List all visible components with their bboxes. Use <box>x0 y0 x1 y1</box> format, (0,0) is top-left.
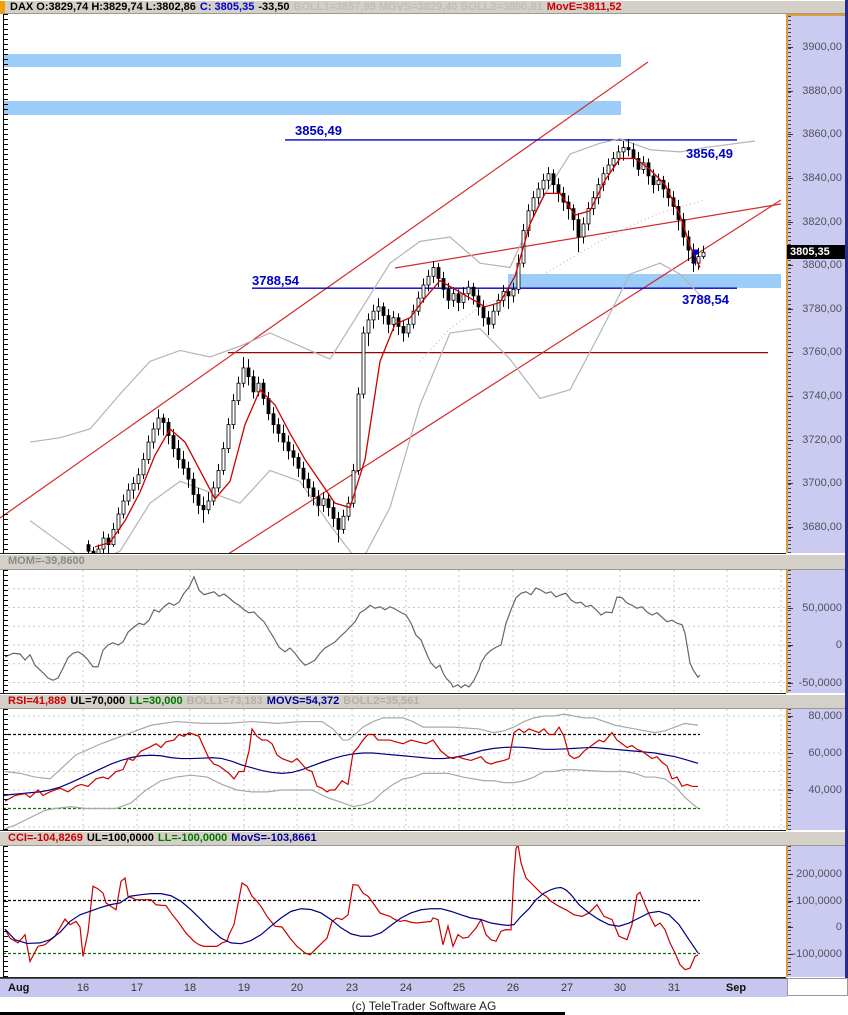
axis-tick-mark <box>788 439 793 441</box>
cci-left-ticks <box>3 846 8 977</box>
axis-tick-mark <box>788 953 793 955</box>
price-level-label: 3788,54 <box>252 273 299 288</box>
time-axis-label: 20 <box>290 982 304 994</box>
main-left-ticks <box>3 14 8 553</box>
time-axis-label: Sep <box>725 982 747 994</box>
axis-tick-label: -100,0000 <box>792 947 842 960</box>
window-right-border <box>845 0 848 978</box>
axis-tick-label: 3880,00 <box>802 84 842 97</box>
axis-tick-label: 0 <box>835 639 842 651</box>
price-level-label: 3856,49 <box>295 123 342 138</box>
scrollbar-corner <box>787 978 848 996</box>
axis-tick-mark <box>788 265 793 267</box>
time-axis-label: 27 <box>560 982 574 994</box>
time-axis-label: 16 <box>76 982 90 994</box>
rsi-indicator-panel[interactable] <box>0 709 786 831</box>
axis-tick-mark <box>788 352 793 354</box>
axis-tick-mark <box>788 308 793 310</box>
time-axis-label: 17 <box>130 982 144 994</box>
axis-tick-mark <box>788 900 793 902</box>
rsi-left-ticks <box>3 709 8 830</box>
axis-tick-label: 0 <box>835 921 842 933</box>
cci-indicator-header: CCI=-104,8269 UL=100,0000 LL=-100,0000 MovS… <box>0 831 848 846</box>
axis-tick-mark <box>788 607 793 609</box>
cci-indicator-panel[interactable] <box>0 846 786 978</box>
axis-tick-label: 80,000 <box>808 710 842 722</box>
axis-tick-label: 3820,00 <box>802 215 842 228</box>
rsi-plot <box>2 709 786 830</box>
axis-tick-mark <box>788 927 793 928</box>
axis-tick-mark <box>788 483 793 485</box>
quote-ohlc-text: DAX O:3829,74 H:3829,74 L:3802,86 C: 3805… <box>10 1 622 13</box>
rsi-axis-ticks <box>788 709 791 830</box>
axis-tick-mark <box>788 716 793 717</box>
axis-tick-mark <box>788 396 793 398</box>
cci-axis[interactable]: 200,0000 100,0000 0 -100,0000 <box>786 846 848 977</box>
axis-tick-mark <box>788 645 793 646</box>
rsi-axis[interactable]: 80,000 60,000 40,000 <box>786 709 848 830</box>
time-axis-label: Aug <box>8 982 30 994</box>
axis-tick-mark <box>788 682 793 684</box>
axis-tick-label: -50,0000 <box>798 676 842 689</box>
mom-plot <box>3 570 786 693</box>
price-level-label: 3788,54 <box>682 292 729 307</box>
rsi-header-text: RSI=41,889 UL=70,000 LL=30,000 BOLL1=73,183… <box>8 695 420 707</box>
time-axis-label: 18 <box>183 982 197 994</box>
axis-tick-label: 40,000 <box>808 784 842 796</box>
cci-axis-ticks <box>788 846 791 977</box>
mom-indicator-header: MOM=-39,8600 <box>0 554 848 570</box>
axis-tick-label: 3760,00 <box>802 346 842 359</box>
axis-tick-mark <box>788 177 793 179</box>
rsi-indicator-header: RSI=41,889 UL=70,000 LL=30,000 BOLL1=73,183… <box>0 694 848 709</box>
price-axis[interactable]: 3900,00 3880,00 3860,00 3840,00 3820,00 3800,… <box>786 14 848 553</box>
axis-tick-label: 3780,00 <box>802 302 842 315</box>
cci-header-text: CCI=-104,8269 UL=100,0000 LL=-100,0000 MovS… <box>8 832 317 844</box>
mom-indicator-panel[interactable] <box>0 570 786 694</box>
axis-tick-mark <box>788 526 793 528</box>
price-axis-ticks <box>788 16 791 553</box>
axis-tick-mark <box>788 790 793 791</box>
axis-tick-label: 3800,00 <box>802 259 842 272</box>
last-price-badge: 3805,35 <box>787 244 847 259</box>
time-axis-label: 25 <box>452 982 466 994</box>
mom-axis-ticks <box>788 570 791 693</box>
axis-tick-label: 3900,00 <box>802 41 842 53</box>
symbol-accent-mark <box>0 1 5 13</box>
mom-left-ticks <box>3 570 8 693</box>
axis-tick-mark <box>788 874 793 875</box>
price-level-label: 3856,49 <box>686 146 733 161</box>
axis-tick-mark <box>788 221 793 223</box>
main-price-chart[interactable] <box>0 14 786 554</box>
copyright-text: (c) TeleTrader Software AG <box>0 999 848 1015</box>
mom-header-text: MOM=-39,8600 <box>8 555 85 567</box>
window-bottom-border <box>0 1012 565 1015</box>
axis-tick-label: 200,0000 <box>796 868 842 880</box>
axis-tick-mark <box>788 90 793 92</box>
time-axis[interactable]: Aug 16 17 18 19 20 23 24 25 26 27 30 31 Sep <box>0 978 787 997</box>
time-axis-label: 31 <box>667 982 681 994</box>
quote-status-bar: DAX O:3829,74 H:3829,74 L:3802,86 C: 3805… <box>0 0 848 14</box>
axis-tick-label: 3740,00 <box>802 390 842 403</box>
axis-tick-mark <box>788 134 793 136</box>
axis-tick-label: 3860,00 <box>802 128 842 141</box>
axis-tick-label: 3720,00 <box>802 433 842 446</box>
time-axis-label: 19 <box>237 982 251 994</box>
cci-plot <box>3 846 700 971</box>
axis-tick-mark <box>788 47 793 48</box>
axis-tick-label: 3700,00 <box>802 477 842 490</box>
candlestick-plot <box>0 54 782 553</box>
axis-tick-label: 100,0000 <box>796 894 842 907</box>
axis-tick-label: 3680,00 <box>802 520 842 533</box>
axis-tick-mark <box>788 753 793 754</box>
time-axis-label: 24 <box>399 982 413 994</box>
mom-axis[interactable]: 50,0000 0 -50,0000 <box>786 570 848 693</box>
time-axis-label: 30 <box>613 982 627 994</box>
axis-tick-label: 50,0000 <box>802 601 842 614</box>
axis-tick-label: 60,000 <box>808 747 842 759</box>
axis-tick-label: 3840,00 <box>802 171 842 184</box>
time-axis-label: 26 <box>506 982 520 994</box>
time-axis-label: 23 <box>345 982 359 994</box>
